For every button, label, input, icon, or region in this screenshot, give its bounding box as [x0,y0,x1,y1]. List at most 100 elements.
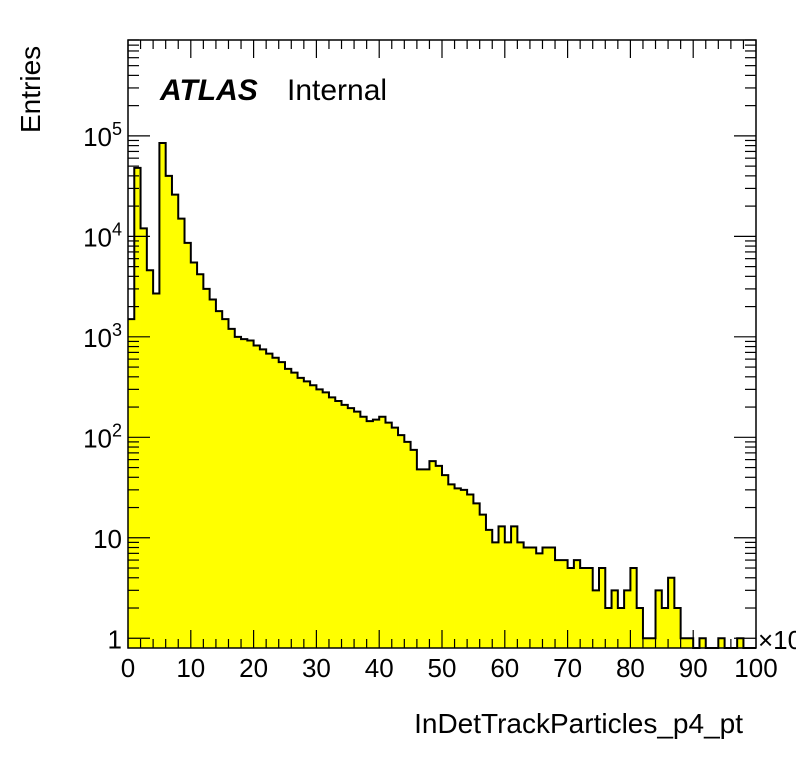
histogram-bin [297,377,305,648]
histogram-bin [523,547,531,648]
histogram-bin [316,389,324,648]
histogram-bin [668,577,675,648]
histogram-bin [404,441,411,648]
histogram-bin [190,262,198,648]
histogram-bin [134,167,141,649]
histogram-bin [674,608,682,648]
histogram-bin [479,514,487,648]
y-tick-label: 105 [83,119,122,152]
histogram-bin [203,288,211,648]
histogram-bin [165,175,173,649]
x-tick-label: 80 [616,653,645,683]
histogram-bars [128,142,744,649]
histogram-bin [467,494,474,648]
histogram-bin [322,392,330,648]
histogram-bin [347,408,355,648]
histogram-bin [253,345,261,648]
histogram-bin [448,484,455,648]
histogram-bin [259,349,267,648]
histogram-bin [140,228,148,648]
histogram-bin [410,449,418,648]
histogram-bin [586,568,594,648]
histogram-bin [699,638,707,648]
histogram-bin [617,608,625,648]
histogram-bin [511,526,518,648]
histogram-bin [272,357,280,648]
histogram-bin [542,547,550,648]
histogram-bin [429,461,437,648]
x-tick-label: 0 [121,653,135,683]
histogram-bin [624,590,631,648]
histogram-bin [592,590,600,648]
histogram-bin [241,339,248,648]
histogram-bin [310,385,317,648]
histogram-bin [215,311,223,648]
histogram-bin [536,553,543,648]
histogram-bin [567,568,575,648]
histogram-bin [636,608,644,648]
x-tick-label: 100 [734,653,777,683]
y-tick-label: 1 [108,624,122,654]
histogram-bin [366,421,374,648]
atlas-label: ATLAS [159,74,258,107]
x-tick-labels: 0 10 20 30 40 50 60 70 80 90 100 [121,653,778,683]
histogram-bin [197,274,204,648]
histogram-bin [159,142,167,648]
x-tick-label: 90 [679,653,708,683]
histogram-bin [605,608,612,648]
y-tick-label: 102 [83,420,122,453]
histogram-bin [435,465,443,648]
y-tick-label: 103 [83,320,122,353]
x-tick-label: 40 [365,653,394,683]
histogram-bin [209,299,217,648]
histogram-bin [222,319,229,648]
histogram-bin [171,194,179,649]
histogram-bin [580,568,587,648]
plot-frame [127,39,757,649]
histogram-bin [454,488,462,648]
histogram-bin [278,362,286,648]
histogram-bin [611,590,619,648]
y-axis-title: Entries [15,46,46,133]
histogram-bin [529,547,537,648]
histogram-bin [498,526,506,648]
x-tick-label: 20 [239,653,268,683]
histogram-bin [178,218,185,648]
y-tick-labels: 1 10 102 103 104 105 [83,119,122,654]
histogram-bin [328,397,336,648]
x-tick-label: 60 [490,653,519,683]
histogram-bin [492,542,499,648]
histogram-bin [360,416,368,648]
histogram-bin [398,435,405,648]
histogram-bin [372,419,380,648]
x-axis-title: InDetTrackParticles_p4_pt [414,708,743,739]
histogram-bin [517,542,525,648]
histogram-bin [555,560,562,648]
y-tick-label: 104 [83,219,122,252]
histogram-bin [291,372,298,648]
histogram-bin [485,529,493,648]
histogram-bin [630,568,638,648]
histogram-bin [354,411,361,648]
histogram-bin [285,368,292,648]
histogram-bin [642,638,650,648]
histogram-bin [128,319,135,648]
internal-label: Internal [287,74,387,107]
histogram-bin [442,475,449,648]
histogram-bin [473,503,481,648]
histogram-bin [385,422,393,648]
histogram-bin [737,638,744,648]
histogram-bin [548,547,556,648]
histogram-bin [341,404,349,648]
x-tick-label: 70 [553,653,582,683]
histogram-bin [423,469,430,648]
x-tick-label: 50 [428,653,457,683]
histogram-bin [573,560,581,648]
x-multiplier-label: ×10 [758,625,796,655]
histogram-bin [266,353,273,648]
histogram-bin [686,638,694,648]
histogram-bin [416,469,424,648]
histogram-bin [234,336,242,648]
histogram-bin [599,568,606,648]
